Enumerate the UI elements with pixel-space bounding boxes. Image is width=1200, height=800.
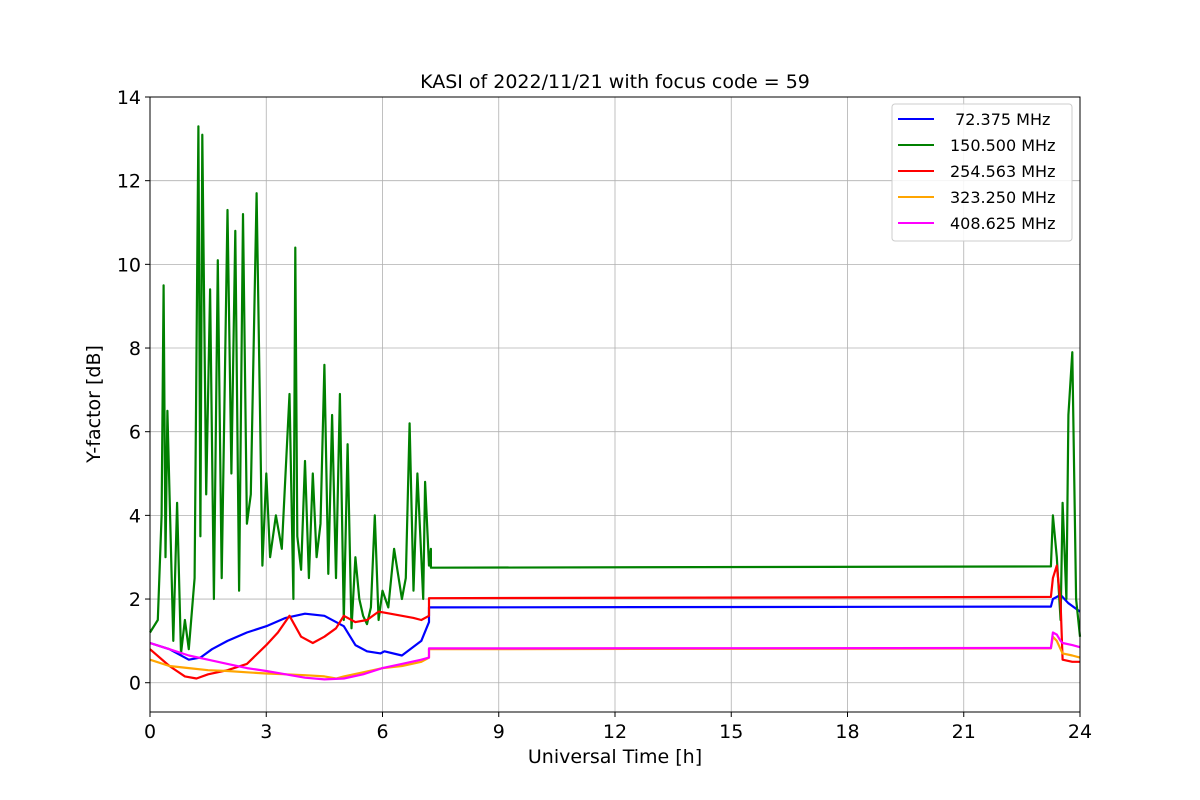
legend-box (891, 103, 1073, 242)
y-tick-label: 14 (117, 87, 141, 109)
x-tick-label: 15 (719, 721, 743, 743)
x-tick-label: 12 (603, 721, 627, 743)
legend-label: 323.250 MHz (950, 188, 1055, 207)
y-axis-label: Y-factor [dB] (83, 345, 105, 464)
y-tick-label: 4 (129, 505, 141, 527)
x-tick-label: 3 (260, 721, 272, 743)
x-tick-label: 0 (144, 721, 156, 743)
y-tick-label: 8 (129, 338, 141, 360)
series-layer (149, 125, 1082, 681)
x-tick-label: 9 (493, 721, 505, 743)
x-tick-label: 18 (835, 721, 859, 743)
x-tick-label: 24 (1068, 721, 1092, 743)
series-line-5 (149, 631, 1081, 681)
y-tick-label: 2 (129, 589, 141, 611)
legend-label: 72.375 MHz (950, 110, 1050, 129)
y-tick-label: 10 (117, 254, 141, 276)
legend-label: 150.500 MHz (950, 136, 1055, 155)
series-line-4 (149, 635, 1081, 680)
y-tick-label: 12 (117, 171, 141, 193)
y-tick-label: 6 (129, 422, 141, 444)
legend-label: 408.625 MHz (950, 214, 1055, 233)
y-tick-label: 0 (129, 673, 141, 695)
legend-label: 254.563 MHz (950, 162, 1055, 181)
x-axis-label: Universal Time [h] (528, 746, 702, 768)
legend: 72.375 MHz 150.500 MHz 254.563 MHz 323.250 … (891, 103, 1073, 242)
x-tick-label: 21 (952, 721, 976, 743)
series-line-2 (149, 125, 1082, 655)
series-line-1 (149, 593, 1081, 661)
chart-title: KASI of 2022/11/21 with focus code = 59 (420, 71, 810, 93)
x-tick-label: 6 (376, 721, 388, 743)
